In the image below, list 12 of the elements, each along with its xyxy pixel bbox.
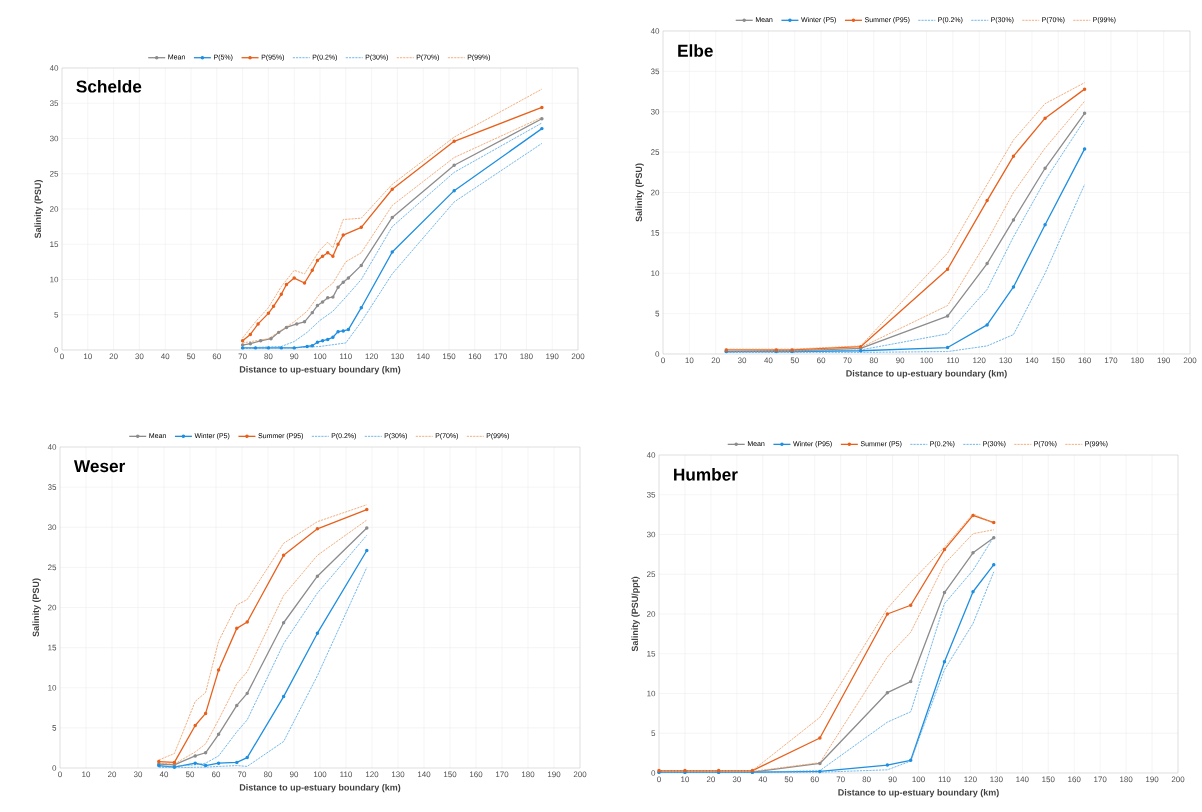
text: Weser — [73, 460, 126, 473]
text: Humber — [674, 468, 738, 481]
y-axis-title: Salinity (PSU) — [32, 578, 41, 637]
text: Schelde — [76, 79, 142, 93]
y-axis-title: Salinity (PSU) — [635, 163, 644, 222]
y-axis-title: Salinity (PSU/ppt) — [631, 576, 640, 652]
x-axis-title: Distance to up-estuary boundary (km) — [239, 365, 401, 375]
x-axis-title: Distance to up-estuary boundary (km) — [846, 369, 1007, 379]
text: Elbe — [678, 44, 713, 57]
y-axis-title: Salinity (PSU) — [34, 180, 43, 239]
x-axis-title: Distance to up-estuary boundary (km) — [239, 784, 401, 793]
x-axis-title: Distance to up-estuary boundary (km) — [838, 789, 999, 798]
